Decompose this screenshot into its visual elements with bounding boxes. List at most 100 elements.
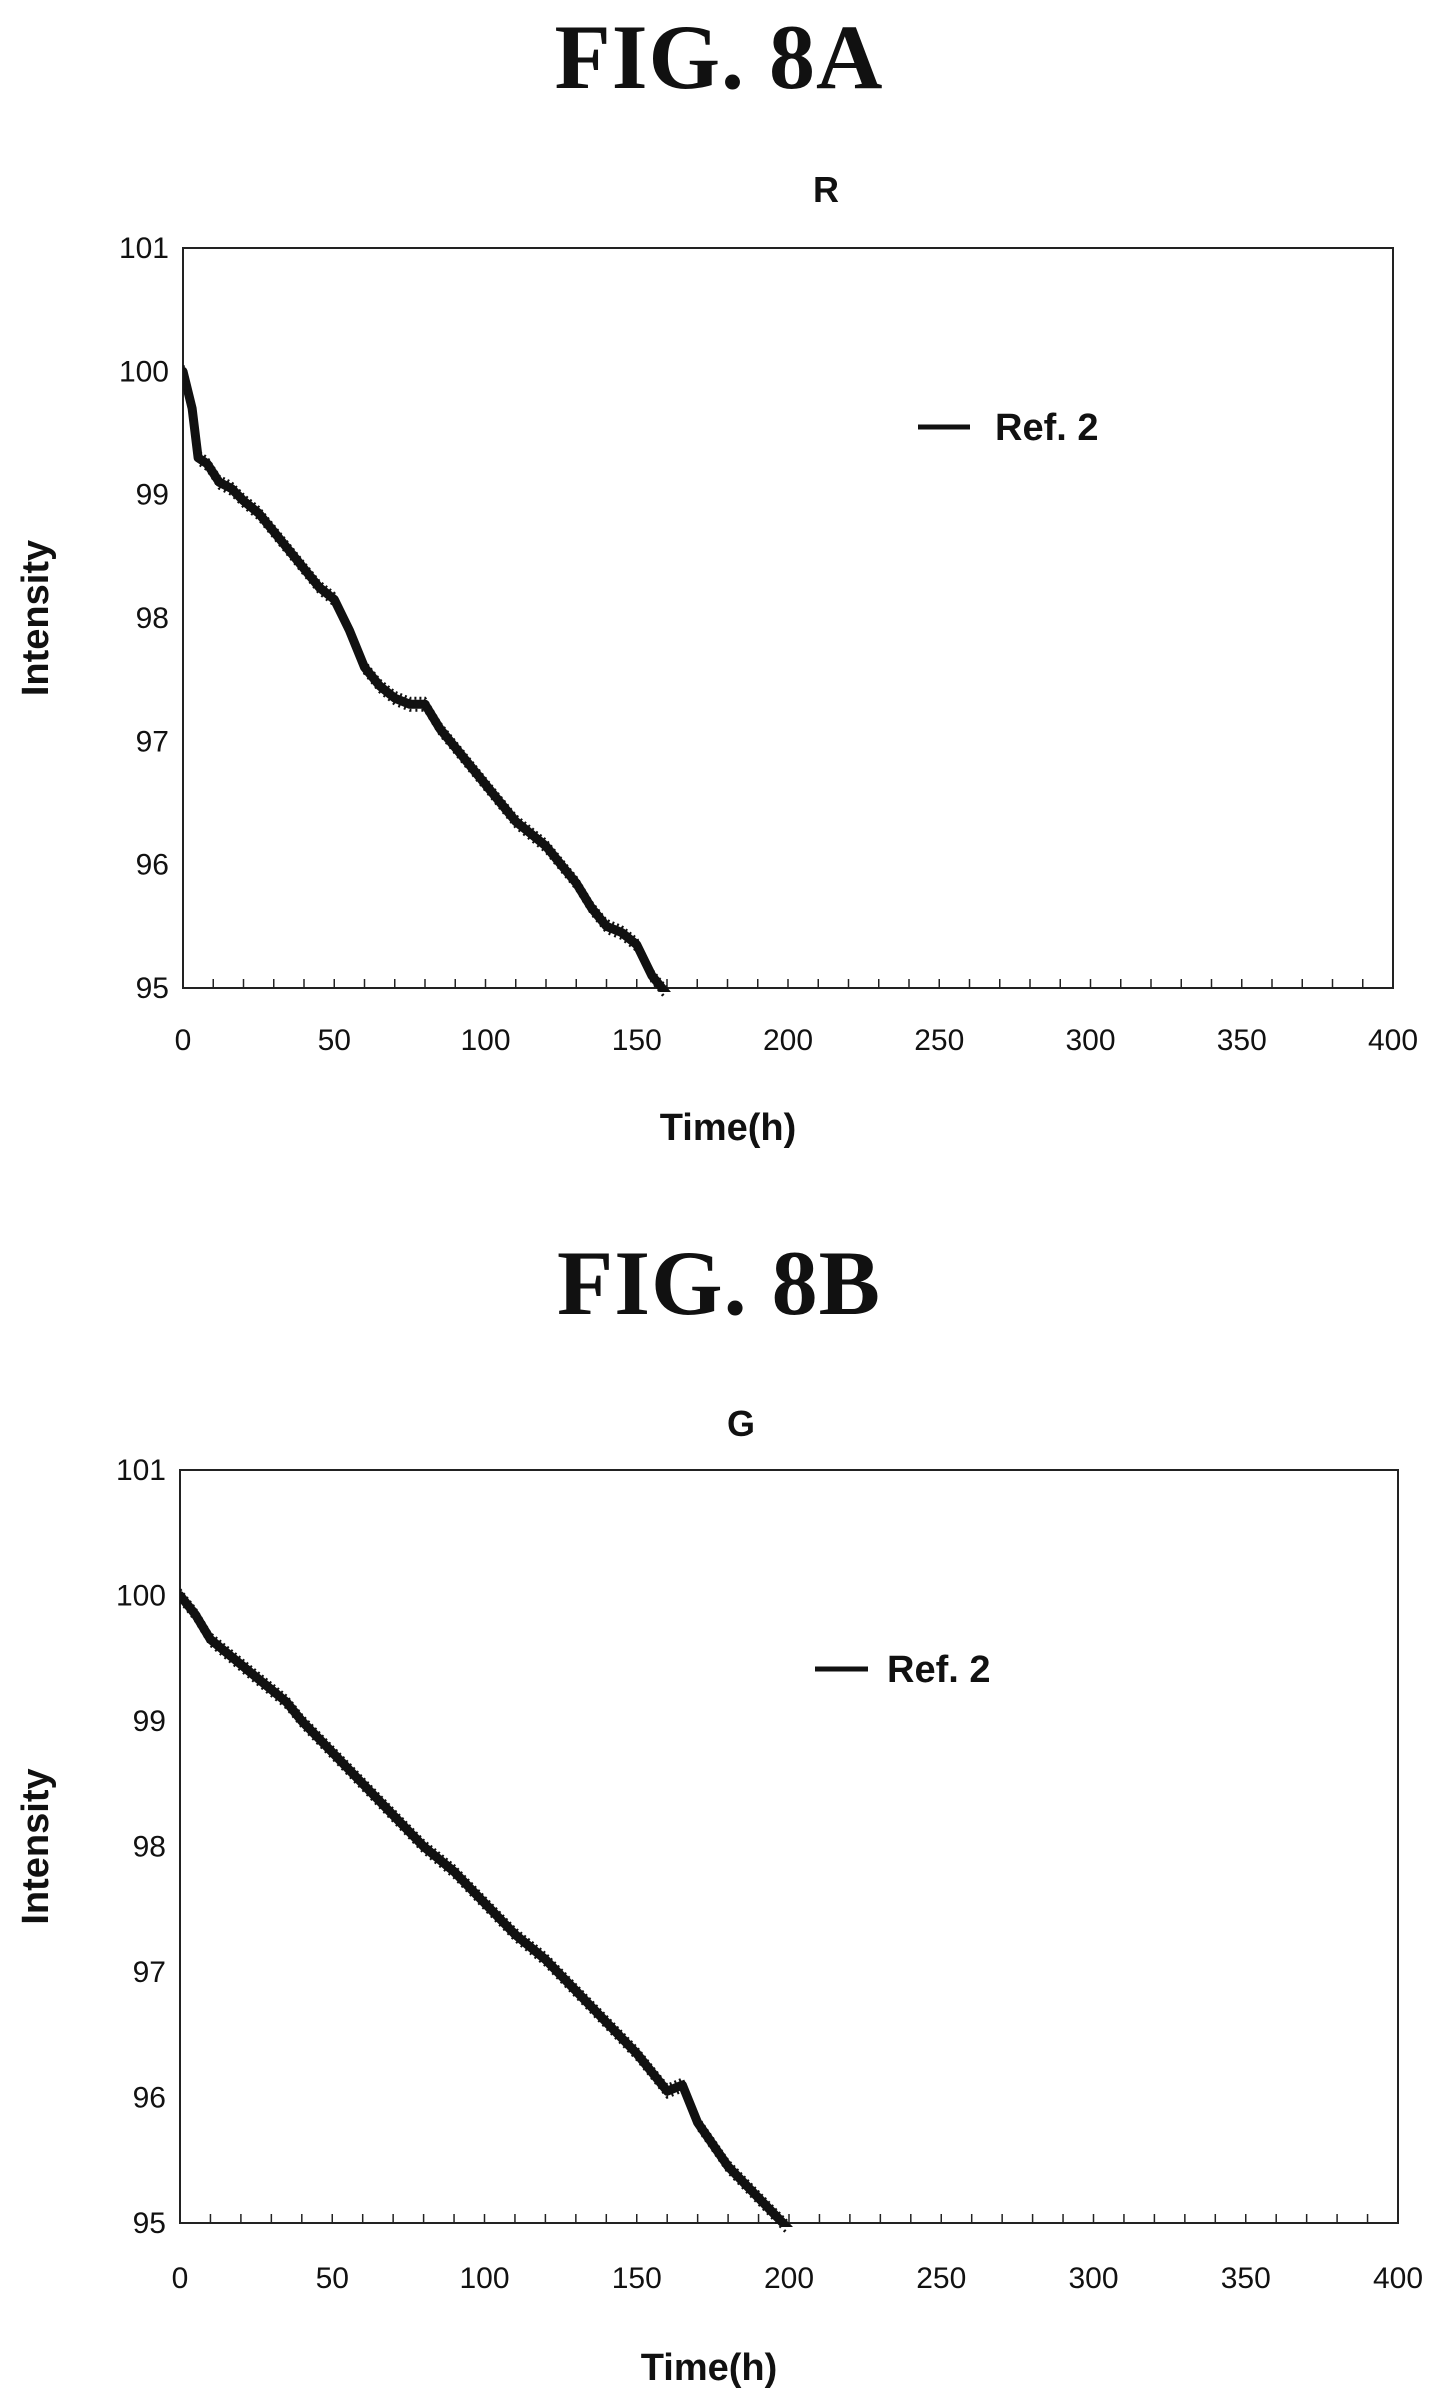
data-point (617, 928, 626, 937)
data-point (511, 817, 520, 826)
data-point (328, 1748, 337, 1757)
data-point (571, 1986, 580, 1995)
data-point (405, 700, 414, 709)
data-point (284, 546, 293, 555)
data-point (693, 2118, 702, 2127)
data-point (647, 971, 656, 980)
x-tick-label: 300 (1065, 1024, 1115, 1057)
figure-label-8b: FIG. 8B (557, 1232, 881, 1334)
data-point (345, 626, 354, 635)
data-point (496, 799, 505, 807)
x-tick-label: 0 (172, 2262, 189, 2295)
y-tick-label: 96 (133, 2082, 166, 2115)
data-point (183, 367, 187, 376)
data-point (724, 2162, 733, 2171)
x-tick-label: 400 (1368, 1024, 1418, 1057)
data-point (389, 1811, 398, 1820)
data-point (203, 459, 212, 468)
y-tick-label: 101 (116, 1454, 166, 1487)
data-point (221, 1648, 230, 1656)
data-point (297, 1717, 306, 1725)
data-point (602, 922, 611, 931)
x-tick-label: 350 (1217, 1024, 1267, 1057)
data-point (632, 940, 641, 949)
data-point (215, 478, 224, 487)
y-axis-title: Intensity (15, 1768, 57, 1924)
x-tick-label: 50 (316, 2262, 349, 2295)
series-noise-lower (183, 376, 668, 998)
x-axis-title: Time(h) (660, 1107, 797, 1149)
x-tick-label: 0 (175, 1024, 192, 1057)
data-point (360, 663, 369, 672)
x-tick-label: 350 (1221, 2262, 1271, 2295)
data-point (572, 879, 581, 888)
x-tick-label: 250 (916, 2262, 966, 2295)
x-axis-title: Time(h) (641, 2347, 778, 2389)
series-noise-upper (183, 364, 668, 986)
data-point (421, 700, 429, 709)
data-point (663, 2087, 672, 2096)
data-point (239, 496, 248, 505)
x-tick-label: 200 (763, 1024, 813, 1057)
data-point (450, 1867, 459, 1876)
plot-frame (179, 1469, 1399, 2224)
data-point (754, 2193, 763, 2202)
data-point (390, 694, 399, 703)
y-tick-label: 96 (136, 849, 169, 882)
legend-label: Ref. 2 (995, 407, 1098, 449)
data-point (254, 509, 263, 518)
figure-label-8a: FIG. 8A (554, 6, 884, 108)
data-point (480, 1899, 489, 1907)
y-tick-label: 100 (119, 355, 169, 388)
data-point (315, 583, 324, 592)
x-tick-label: 150 (612, 1024, 662, 1057)
data-point (330, 595, 339, 604)
data-point (511, 1930, 519, 1939)
x-tick-label: 250 (914, 1024, 964, 1057)
data-point (180, 1591, 184, 1600)
data-point (419, 1842, 428, 1851)
data-point (541, 1955, 550, 1964)
data-point (663, 990, 671, 992)
x-tick-label: 150 (612, 2262, 662, 2295)
chart-title: R (813, 169, 839, 210)
data-point (194, 453, 203, 462)
y-tick-label: 95 (133, 2207, 166, 2240)
y-tick-label: 100 (116, 1580, 166, 1613)
data-point (466, 762, 475, 770)
data-point (785, 2225, 793, 2227)
chart-title: G (727, 1403, 755, 1444)
y-tick-label: 98 (133, 1831, 166, 1864)
data-point (358, 1779, 367, 1788)
data-point (300, 564, 308, 573)
data-point (227, 484, 236, 493)
data-point (451, 743, 460, 752)
y-tick-label: 99 (136, 479, 169, 512)
data-point (252, 1673, 261, 1682)
series-noise-lower (180, 1600, 789, 2233)
y-tick-label: 99 (133, 1705, 166, 1738)
legend-label: Ref. 2 (887, 1649, 990, 1691)
data-point (375, 681, 384, 690)
data-point (282, 1698, 291, 1707)
data-point (436, 725, 445, 733)
y-tick-label: 97 (136, 725, 169, 758)
data-point (542, 842, 550, 851)
x-tick-label: 100 (459, 2262, 509, 2295)
data-point (188, 404, 197, 413)
y-axis-title: Intensity (15, 540, 57, 696)
data-point (602, 2018, 611, 2027)
data-point (236, 1660, 245, 1669)
data-point (269, 527, 278, 536)
data-point (481, 780, 490, 789)
data-point (557, 860, 566, 869)
data-point (587, 903, 596, 912)
x-tick-label: 400 (1373, 2262, 1423, 2295)
y-tick-label: 98 (136, 602, 169, 635)
x-tick-label: 100 (460, 1024, 510, 1057)
data-point (191, 1610, 200, 1619)
data-point (206, 1635, 215, 1644)
series-noise-upper (180, 1588, 789, 2221)
data-point (267, 1685, 276, 1694)
data-point (526, 829, 535, 838)
